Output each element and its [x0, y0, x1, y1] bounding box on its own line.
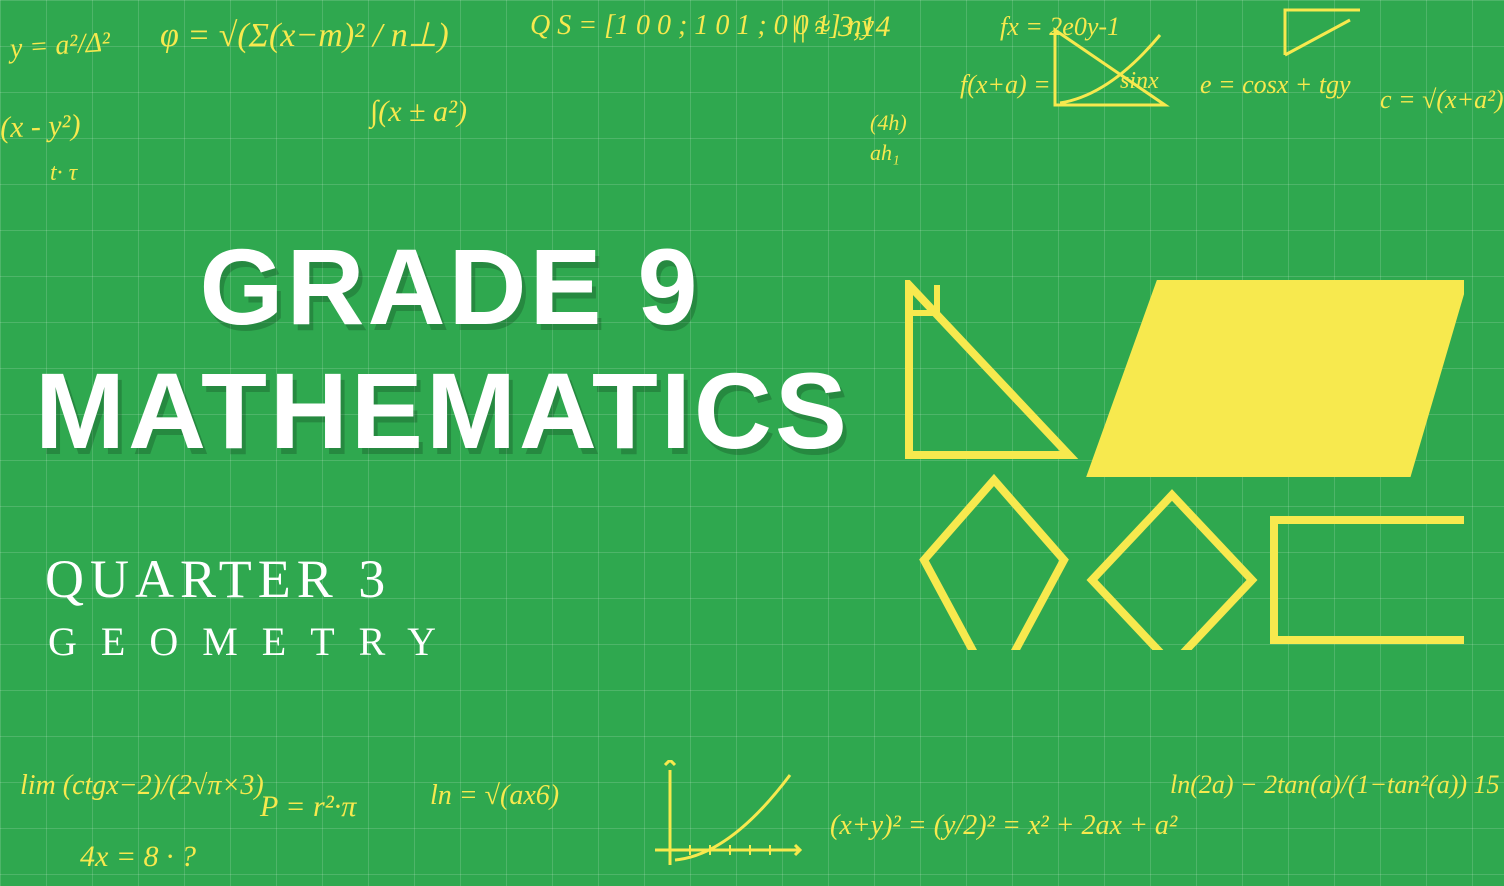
title-line-1: GRADE 9: [35, 225, 865, 349]
rectangle-icon: [1274, 520, 1464, 640]
shapes-svg: [904, 280, 1464, 650]
right-triangle-icon: [909, 285, 1069, 455]
main-content: GRADE 9 MATHEMATICS QUARTER 3 GEOMETRY: [0, 0, 1504, 886]
diamond-icon: [1092, 495, 1252, 650]
parallelogram-icon: [1089, 280, 1464, 475]
geometry-shapes: [904, 280, 1464, 650]
topic-label: GEOMETRY: [48, 618, 460, 665]
kite-icon: [924, 480, 1064, 650]
title-line-2: MATHEMATICS: [35, 349, 865, 473]
quarter-label: QUARTER 3: [45, 548, 391, 610]
page-title: GRADE 9 MATHEMATICS: [35, 225, 865, 473]
